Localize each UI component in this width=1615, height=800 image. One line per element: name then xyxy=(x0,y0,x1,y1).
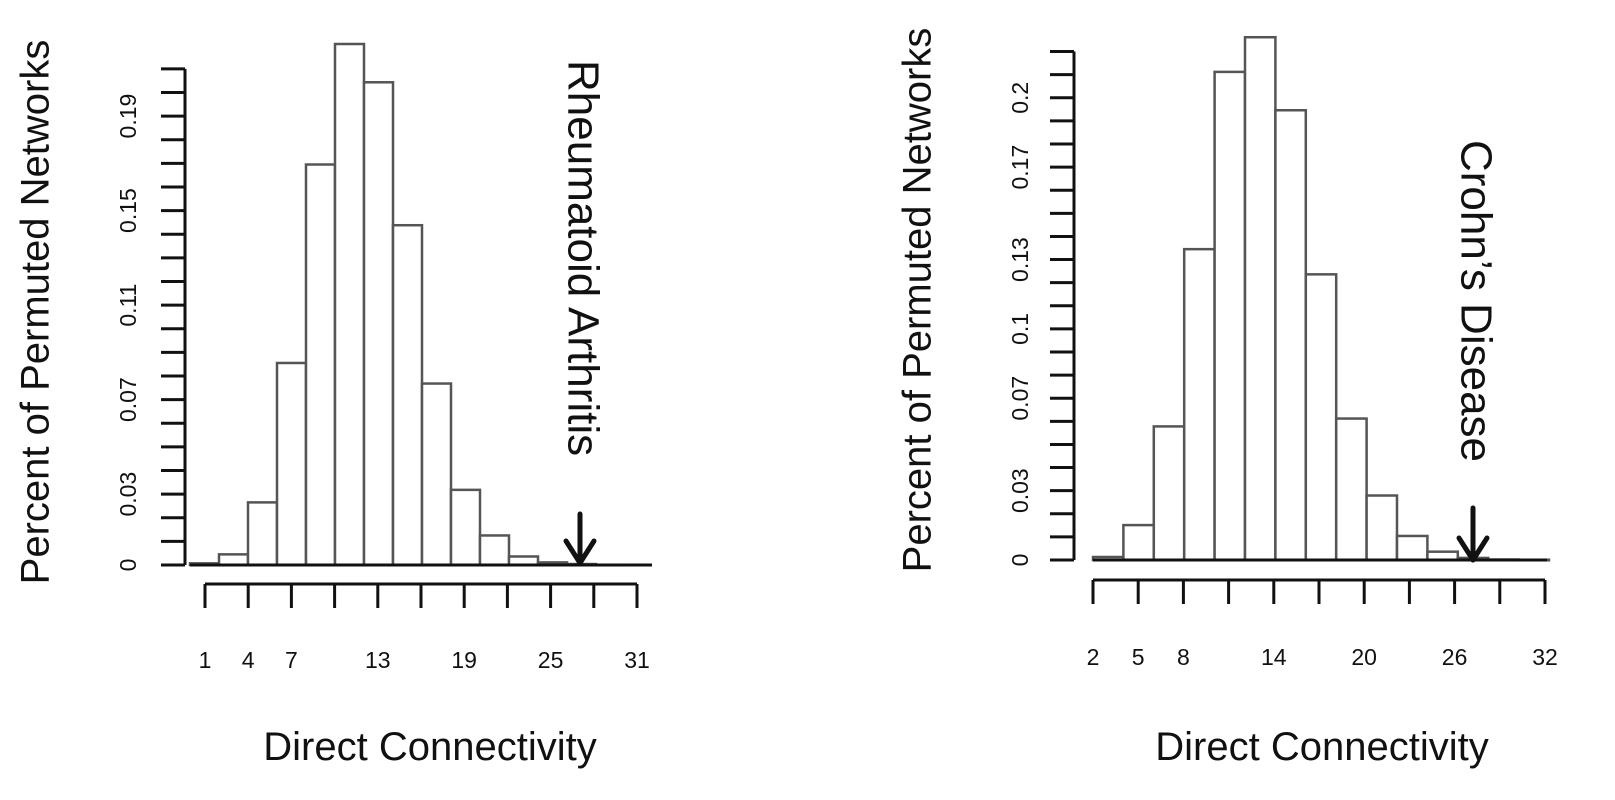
histogram-bar xyxy=(304,163,337,567)
y-tick-label: 0.07 xyxy=(1007,376,1033,421)
x-tick-label: 25 xyxy=(538,647,564,673)
histogram-bar xyxy=(1304,273,1338,562)
histogram-bar xyxy=(1122,523,1156,562)
x-tick-label: 14 xyxy=(1261,644,1287,670)
y-axis-label: Percent of Permuted Networks xyxy=(14,40,58,585)
x-tick-label: 7 xyxy=(285,647,298,673)
histogram-bar xyxy=(275,361,308,567)
x-tick-label: 26 xyxy=(1442,644,1468,670)
histogram-bar xyxy=(1274,109,1308,562)
histogram-bar xyxy=(420,382,453,567)
y-tick-label: 0.2 xyxy=(1007,82,1033,114)
histogram-bar xyxy=(391,223,424,567)
histogram-bar xyxy=(1182,247,1216,562)
y-tick-label: 0 xyxy=(1007,554,1033,567)
annotation-arrow xyxy=(563,511,597,566)
histogram-bar xyxy=(1395,534,1429,562)
x-axis-label: Direct Connectivity xyxy=(1155,725,1488,769)
histogram-bar xyxy=(246,501,279,567)
x-tick-label: 19 xyxy=(451,647,477,673)
x-tick-label: 1 xyxy=(199,647,212,673)
y-tick-label: 0.03 xyxy=(115,472,141,517)
histogram-bar xyxy=(362,81,395,567)
y-tick-label: 0.19 xyxy=(115,94,141,139)
histogram-bar xyxy=(478,534,511,567)
histogram-panel-2: 0 0.03 0.07 0.1 0.13 0.17 0.2 2 5 8 14 20 26 32 Direct… xyxy=(896,28,1558,769)
y-tick-label: 0 xyxy=(115,559,141,572)
x-axis-label: Direct Connectivity xyxy=(263,725,596,769)
histogram-bar xyxy=(449,488,482,567)
x-tick-label: 4 xyxy=(242,647,255,673)
annotation-label: Rheumatoid Arthritis xyxy=(558,60,607,456)
y-tick-label: 0.17 xyxy=(1007,145,1033,190)
x-tick-label: 5 xyxy=(1132,644,1145,670)
histogram-bar xyxy=(1213,70,1247,562)
y-axis-label: Percent of Permuted Networks xyxy=(896,28,940,573)
histogram-bar xyxy=(217,553,250,567)
histogram-bar xyxy=(333,42,366,567)
x-tick-label: 2 xyxy=(1087,644,1100,670)
x-tick-label: 32 xyxy=(1532,644,1558,670)
y-tick-label: 0.07 xyxy=(115,377,141,422)
y-tick-label: 0.13 xyxy=(1007,237,1033,282)
x-tick-label: 13 xyxy=(365,647,391,673)
y-tick-label: 0.03 xyxy=(1007,468,1033,513)
y-tick-label: 0.11 xyxy=(115,284,141,327)
annotation-label: Crohn’s Disease xyxy=(1451,140,1500,462)
annotation-arrow xyxy=(1456,505,1490,563)
x-tick-label: 20 xyxy=(1351,644,1377,670)
x-tick-label: 31 xyxy=(624,647,650,673)
histogram-panel-1: 0 0.03 0.07 0.11 0.15 0.19 1 4 7 13 19 25 31 Direct C… xyxy=(14,40,652,769)
y-tick-label: 0.1 xyxy=(1007,313,1033,345)
histogram-bar xyxy=(1152,425,1186,562)
x-tick-label: 8 xyxy=(1177,644,1190,670)
histogram-bar xyxy=(1243,35,1277,562)
histogram-bar xyxy=(1334,417,1368,562)
y-tick-label: 0.15 xyxy=(115,188,141,233)
histogram-bar xyxy=(1365,494,1399,562)
